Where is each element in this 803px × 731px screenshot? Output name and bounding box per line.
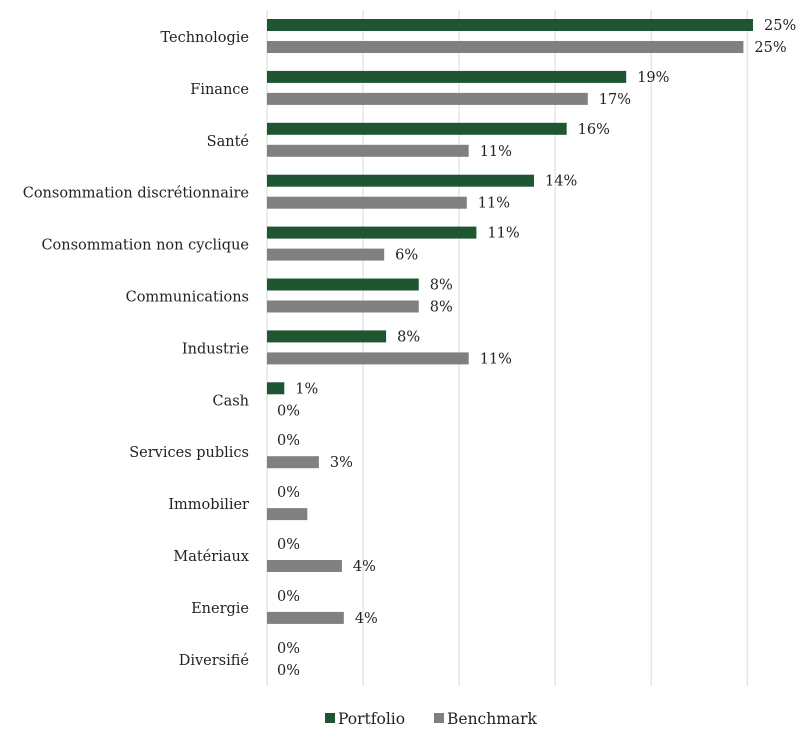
portfolio-bar <box>267 70 627 83</box>
benchmark-value-label: 8% <box>430 300 453 316</box>
benchmark-bar <box>267 508 308 521</box>
benchmark-bar <box>267 144 469 157</box>
benchmark-value-label: 11% <box>480 144 512 160</box>
category-label: Finance <box>190 82 249 98</box>
category-label: Consommation discrétionnaire <box>23 186 249 202</box>
benchmark-bar <box>267 92 588 105</box>
category-label: Immobilier <box>168 497 249 513</box>
portfolio-value-label: 0% <box>277 433 300 449</box>
legend-benchmark-swatch <box>434 713 444 723</box>
portfolio-value-label: 0% <box>277 537 300 553</box>
portfolio-bar <box>267 122 567 135</box>
category-labels: Technologie Finance Santé Consommation disc… <box>23 30 249 669</box>
gridlines <box>266 10 748 686</box>
category-label: Technologie <box>160 30 249 46</box>
legend-portfolio-label: Portfolio <box>338 710 405 728</box>
benchmark-bar <box>267 456 319 469</box>
benchmark-bar <box>267 560 342 572</box>
benchmark-value-label: 6% <box>395 248 418 264</box>
portfolio-value-label: 16% <box>578 122 610 138</box>
legend: Portfolio Benchmark <box>325 710 538 728</box>
category-label: Services publics <box>129 445 249 461</box>
portfolio-bar <box>267 19 753 31</box>
category-label: Matériaux <box>173 549 249 565</box>
benchmark-bar <box>267 352 469 365</box>
benchmark-value-label: 11% <box>480 351 512 367</box>
portfolio-bar <box>267 226 477 239</box>
category-label: Cash <box>212 393 249 409</box>
benchmark-value-label: 0% <box>277 663 300 679</box>
portfolio-value-label: 11% <box>487 226 519 242</box>
category-label: Santé <box>207 134 249 150</box>
portfolio-value-label: 1% <box>295 381 318 397</box>
portfolio-bar <box>267 382 285 395</box>
benchmark-value-label: 17% <box>599 92 631 108</box>
portfolio-value-label: 8% <box>430 278 453 294</box>
benchmark-value-label: 4% <box>355 611 378 627</box>
benchmark-bar <box>267 41 744 53</box>
benchmark-value-label: 3% <box>330 455 353 471</box>
benchmark-bar <box>267 248 385 261</box>
legend-portfolio-swatch <box>325 713 335 723</box>
value-labels: 25% 25% 19% 17% 16% 11% 14% 11% 11% 6% 8% 8% 8% 11% 1%… <box>277 18 796 679</box>
portfolio-bar <box>267 278 419 291</box>
benchmark-bar <box>267 196 467 209</box>
portfolio-value-label: 25% <box>764 18 796 34</box>
benchmark-value-label: 11% <box>478 196 510 212</box>
portfolio-value-label: 0% <box>277 485 300 501</box>
category-label: Communications <box>126 290 249 306</box>
benchmark-value-label: 25% <box>754 40 786 56</box>
portfolio-bar <box>267 330 387 343</box>
category-label: Energie <box>191 601 249 617</box>
benchmark-value-label: 0% <box>277 403 300 419</box>
benchmark-bar <box>267 611 344 624</box>
category-label: Industrie <box>182 341 249 357</box>
portfolio-bar <box>267 174 535 187</box>
portfolio-value-label: 0% <box>277 641 300 657</box>
portfolio-value-label: 0% <box>277 589 300 605</box>
bars <box>267 19 753 624</box>
portfolio-value-label: 19% <box>637 70 669 86</box>
benchmark-bar <box>267 300 419 313</box>
benchmark-value-label: 4% <box>353 559 376 575</box>
legend-benchmark-label: Benchmark <box>447 710 538 728</box>
portfolio-value-label: 14% <box>545 174 577 190</box>
portfolio-value-label: 8% <box>397 329 420 345</box>
category-label: Diversifié <box>179 653 249 669</box>
category-label: Consommation non cyclique <box>41 238 249 254</box>
